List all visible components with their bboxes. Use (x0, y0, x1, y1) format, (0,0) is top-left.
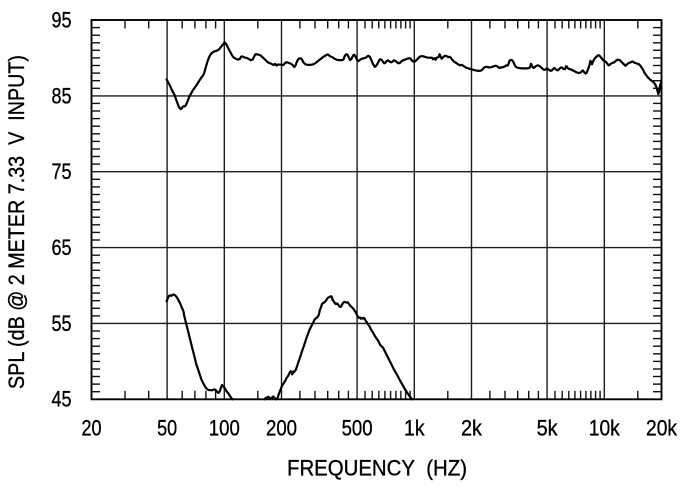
svg-text:200: 200 (266, 415, 297, 440)
svg-text:1k: 1k (404, 415, 425, 440)
svg-text:10k: 10k (589, 415, 621, 440)
svg-text:SPL (dB @ 2 METER 7.33 V INP: SPL (dB @ 2 METER 7.33 V INPUT) (4, 55, 29, 389)
svg-text:FREQUENCY (HZ): FREQUENCY (HZ) (287, 456, 467, 481)
svg-text:75: 75 (52, 159, 72, 184)
svg-text:500: 500 (342, 415, 373, 440)
svg-text:95: 95 (52, 7, 72, 32)
svg-text:20k: 20k (646, 415, 678, 440)
svg-text:2k: 2k (461, 415, 483, 440)
svg-text:20: 20 (82, 415, 102, 440)
svg-text:55: 55 (52, 311, 72, 336)
svg-text:50: 50 (157, 415, 177, 440)
svg-text:85: 85 (52, 83, 72, 108)
svg-text:100: 100 (209, 415, 240, 440)
svg-text:65: 65 (52, 235, 72, 260)
svg-text:5k: 5k (537, 415, 559, 440)
svg-text:45: 45 (52, 387, 72, 412)
